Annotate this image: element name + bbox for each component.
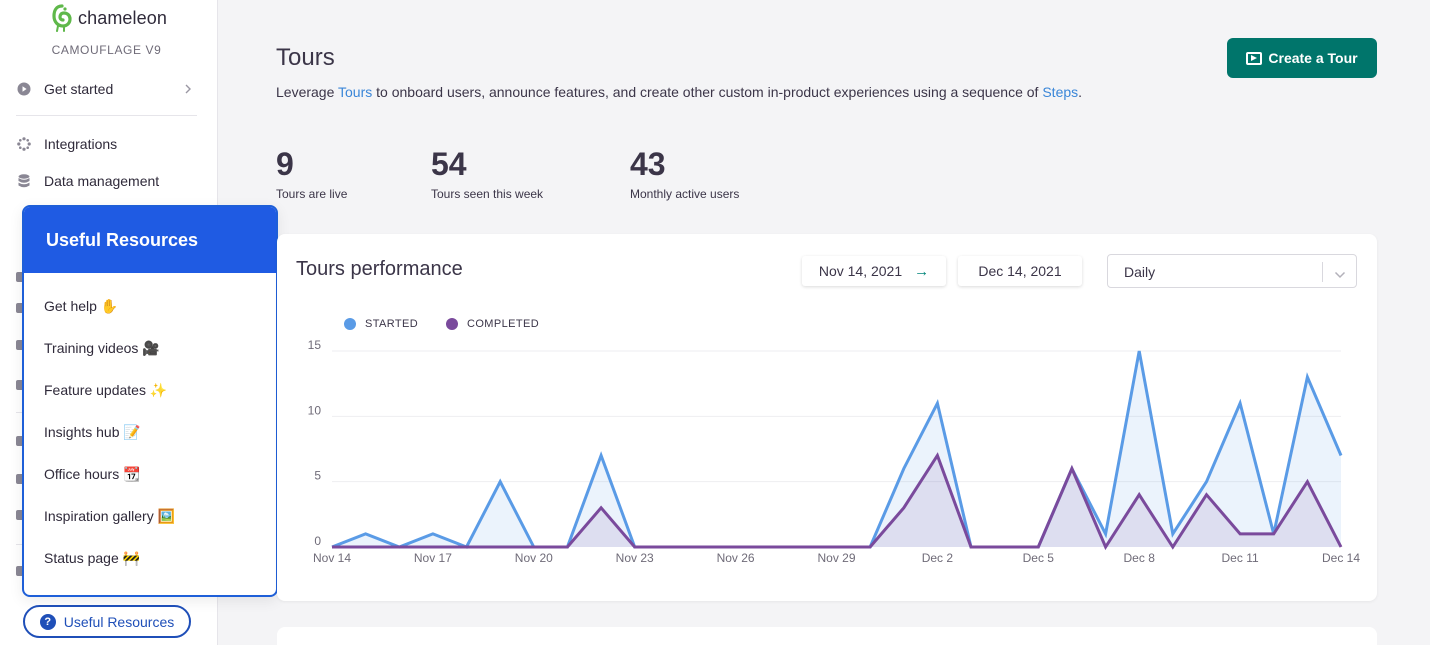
stat-label: Tours seen this week <box>431 187 544 201</box>
x-tick-label: Nov 17 <box>414 551 452 565</box>
card-title: Tours performance <box>296 258 463 280</box>
app-version: CAMOUFLAGE V9 <box>51 43 162 57</box>
y-tick-label: 15 <box>308 338 322 352</box>
desc-text: Leverage <box>276 84 339 100</box>
start-date-picker[interactable]: Nov 14, 2021 → <box>802 256 946 286</box>
sidebar-item-label: Get started <box>44 81 114 97</box>
stat-monthly-active-users: 43 Monthly active users <box>630 146 739 201</box>
tours-list-card <box>277 627 1377 645</box>
legend-label: COMPLETED <box>467 318 540 330</box>
create-tour-label: Create a Tour <box>1268 50 1358 66</box>
end-date-value: Dec 14, 2021 <box>978 263 1062 279</box>
stat-value: 9 <box>276 146 294 182</box>
arrow-right-icon: → <box>914 262 930 280</box>
stat-value: 43 <box>630 146 666 182</box>
stat-value: 54 <box>431 146 467 182</box>
legend-dot <box>344 318 356 330</box>
y-tick-label: 10 <box>308 403 322 417</box>
tours-performance-card: Tours performance Nov 14, 2021 → Dec 14,… <box>277 234 1377 601</box>
page-title: Tours <box>276 44 335 71</box>
start-date-value: Nov 14, 2021 <box>818 263 903 279</box>
resource-training-videos-link[interactable]: Training videos 🎥 <box>44 340 160 356</box>
sidebar-hidden-icon <box>16 436 24 446</box>
x-tick-label: Dec 14 <box>1322 551 1360 565</box>
sidebar-item-label: Data management <box>44 173 160 189</box>
sidebar-item-integrations[interactable]: Integrations <box>16 131 196 157</box>
x-tick-label: Nov 29 <box>817 551 855 565</box>
desc-text: . <box>1078 84 1083 100</box>
series-line-completed <box>332 452 1343 551</box>
legend-started[interactable]: STARTED <box>344 318 418 330</box>
y-tick-label: 0 <box>314 534 321 548</box>
granularity-select[interactable]: Daily <box>1107 254 1357 288</box>
question-icon: ? <box>39 613 56 630</box>
sidebar-hidden-icon <box>16 380 24 390</box>
database-icon <box>16 173 32 189</box>
x-tick-label: Nov 20 <box>515 551 553 565</box>
x-tick-label: Dec 5 <box>1023 551 1055 565</box>
legend-completed[interactable]: COMPLETED <box>446 318 539 330</box>
sidebar-item-data-management[interactable]: Data management <box>16 168 196 194</box>
useful-resources-popover: Useful Resources Get help ✋ Training vid… <box>22 205 278 597</box>
sidebar-hidden-icon <box>16 474 24 484</box>
create-tour-button[interactable]: Create a Tour <box>1227 38 1377 78</box>
sidebar-item-get-started[interactable]: Get started <box>16 76 196 102</box>
stat-tours-live: 9 Tours are live <box>276 146 347 201</box>
legend-dot <box>446 318 458 330</box>
resource-inspiration-gallery-link[interactable]: Inspiration gallery 🖼️ <box>44 508 176 524</box>
x-tick-label: Dec 11 <box>1222 551 1259 565</box>
x-tick-label: Dec 8 <box>1124 551 1156 565</box>
resource-feature-updates-link[interactable]: Feature updates ✨ <box>44 382 168 398</box>
chevron-down-icon <box>1334 266 1346 284</box>
logo[interactable]: chameleon <box>52 4 167 32</box>
granularity-value: Daily <box>1124 264 1156 280</box>
x-tick-label: Dec 2 <box>922 551 954 565</box>
x-tick-label: Nov 23 <box>616 551 654 565</box>
series-area-completed <box>332 455 1341 547</box>
sidebar-hidden-icon <box>16 340 24 350</box>
sidebar-hidden-icon <box>16 303 24 313</box>
resource-insights-hub-link[interactable]: Insights hub 📝 <box>44 424 141 440</box>
y-tick-label: 5 <box>314 469 321 483</box>
brand-name: chameleon <box>78 7 167 28</box>
page-description: Leverage Tours to onboard users, announc… <box>276 81 1116 103</box>
select-separator <box>1322 262 1323 282</box>
popover-header: Useful Resources <box>24 207 276 273</box>
series-area-started <box>332 351 1341 547</box>
resource-office-hours-link[interactable]: Office hours 📆 <box>44 466 141 482</box>
resource-status-page-link[interactable]: Status page 🚧 <box>44 550 141 566</box>
play-square-icon <box>1246 51 1263 65</box>
chevron-right-icon <box>184 82 192 98</box>
desc-text: to onboard users, announce features, and… <box>372 84 1043 100</box>
tours-link[interactable]: Tours <box>338 84 373 100</box>
integrations-icon <box>16 136 32 152</box>
sidebar-divider <box>16 115 197 116</box>
resource-get-help-link[interactable]: Get help ✋ <box>44 298 119 314</box>
sidebar-hidden-icon <box>16 272 24 282</box>
x-tick-label: Nov 26 <box>717 551 755 565</box>
x-tick-label: Nov 14 <box>313 551 351 565</box>
stat-tours-seen: 54 Tours seen this week <box>431 146 543 201</box>
sidebar-hidden-icon <box>16 510 24 520</box>
chameleon-logo-icon <box>52 4 72 32</box>
play-circle-icon <box>16 81 32 97</box>
steps-link[interactable]: Steps <box>1042 84 1079 100</box>
popover-title: Useful Resources <box>46 229 199 250</box>
legend-label: STARTED <box>365 318 419 330</box>
sidebar-hidden-icon <box>16 566 24 576</box>
useful-resources-button[interactable]: ? Useful Resources <box>23 605 191 638</box>
tours-performance-chart: 0 5 10 15 Nov 14 Nov 17 Nov 20 Nov 23 Nov 26 Nov … <box>308 338 1361 565</box>
useful-resources-button-label: Useful Resources <box>63 613 175 630</box>
stat-label: Monthly active users <box>630 187 740 201</box>
end-date-picker[interactable]: Dec 14, 2021 <box>958 256 1082 286</box>
stat-label: Tours are live <box>276 187 348 201</box>
series-line-started <box>331 350 1343 549</box>
sidebar-item-label: Integrations <box>44 136 118 152</box>
